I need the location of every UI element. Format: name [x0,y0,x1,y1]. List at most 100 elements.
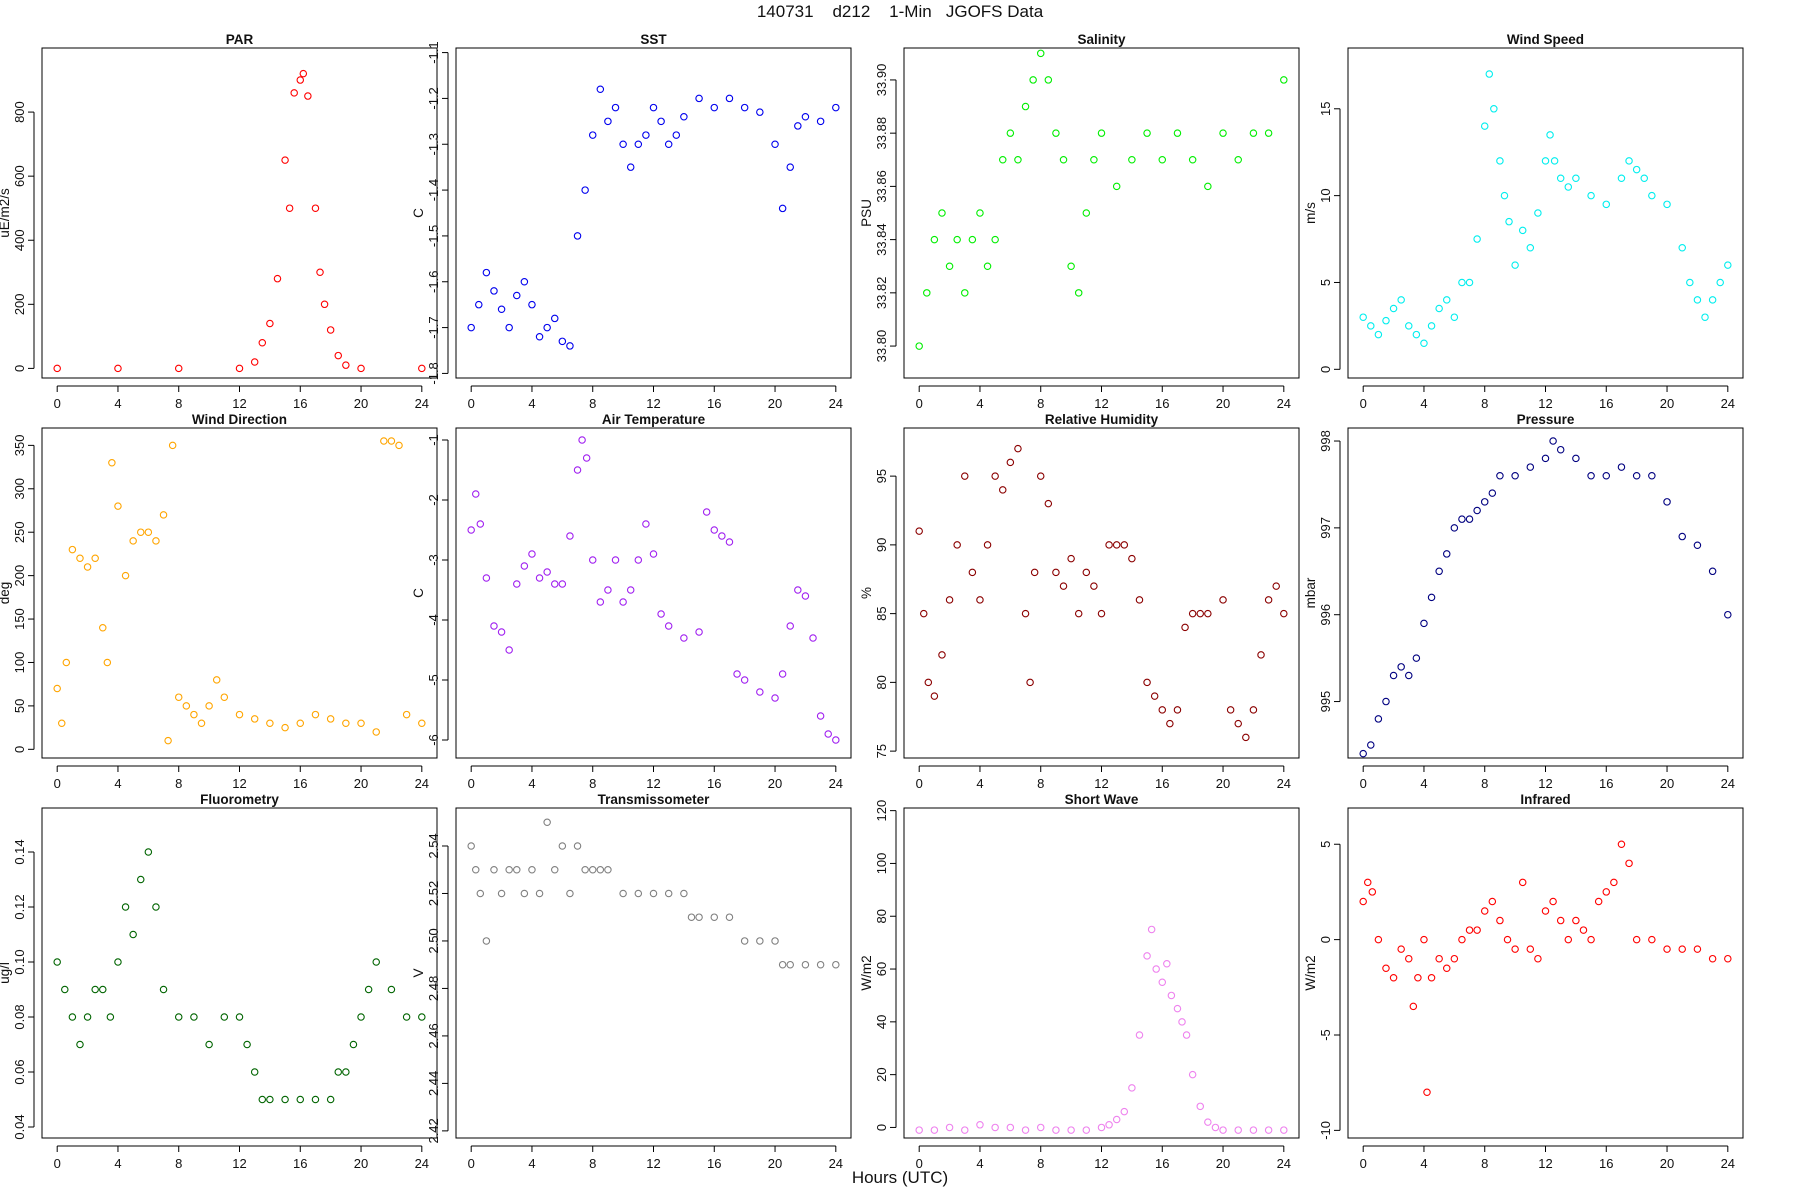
short-wave-point [1143,952,1151,960]
infrared-point [1602,888,1611,896]
relative-humidity-x-tick-label: 16 [1155,776,1169,791]
transmissometer-plot-frame [455,807,852,1139]
air-temperature-point [476,520,485,528]
fluorometry-point [76,1040,84,1049]
relative-humidity-point [924,678,933,687]
pressure-point [1572,454,1580,463]
wind-direction-point [190,710,198,719]
pressure-y-axis-label: mbar [1303,577,1318,608]
wind-direction-y-tick-label: 200 [12,565,27,587]
short-wave-point [1163,960,1171,968]
infrared-point [1549,897,1557,906]
wind-direction-point [402,710,411,719]
relative-humidity-point [938,651,946,659]
salinity-point [930,235,939,244]
infrared-point [1572,916,1580,925]
pressure-point [1678,532,1686,541]
wind-speed-point [1435,304,1443,313]
air-temperature-point [528,550,536,558]
fluorometry-point [243,1040,251,1049]
wind-speed-x-tick-label: 24 [1721,396,1735,411]
short-wave-plot-frame [903,807,1300,1139]
relative-humidity-point [1181,623,1189,632]
sst-x-tick-label: 12 [646,396,660,411]
par-point [334,351,342,360]
fluorometry-point [159,985,168,994]
infrared-point [1724,954,1732,963]
wind-direction-point [235,710,244,719]
salinity-point [1188,156,1197,164]
wind-direction-point [281,723,289,732]
sst-plot-frame [455,47,852,379]
wind-direction-point [357,719,365,728]
sst-point [710,103,719,112]
fluorometry-point [205,1040,213,1049]
wind-speed-x-tick-label: 4 [1420,396,1427,411]
fluorometry-point [137,875,145,884]
relative-humidity-point [1234,719,1242,728]
relative-humidity-point [1242,733,1250,742]
air-temperature-point [520,562,529,570]
pressure-y-tick-label: 996 [1318,604,1333,626]
fluorometry-point [129,930,137,939]
wind-speed-point [1490,105,1498,113]
salinity-point [1204,182,1212,191]
wind-speed-point [1412,330,1421,339]
sst-point [626,163,635,171]
par-point [53,364,61,373]
transmissometer-point [664,889,673,898]
wind-direction-point [57,719,66,728]
transmissometer-y-tick-label: 2.44 [426,1071,441,1096]
short-wave-y-tick-label: 100 [874,853,889,875]
pressure-point [1443,550,1451,558]
short-wave-y-tick-label: 120 [874,800,889,822]
pressure-point [1488,489,1497,497]
pressure-point [1374,715,1383,723]
transmissometer-point [634,889,643,898]
short-wave-point [1211,1123,1220,1132]
air-temperature-x-tick-label: 8 [589,776,596,791]
fluorometry-point [296,1095,305,1104]
air-temperature-point [809,634,817,642]
relative-humidity-point [1026,678,1034,687]
fluorometry-y-tick-label: 0.14 [12,839,27,864]
relative-humidity-point [1166,719,1174,728]
transmissometer-x-tick-label: 4 [528,1156,535,1171]
air-temperature-point [558,580,567,588]
fluorometry-x-tick-label: 4 [114,1156,121,1171]
fluorometry-y-axis-label: ug/l [0,962,12,984]
par-point [326,326,335,334]
wind-speed-point [1587,191,1595,200]
sst-point [771,140,779,149]
par-y-tick-label: 800 [12,101,27,123]
short-wave-point [1082,1126,1091,1134]
air-temperature-point [619,598,627,606]
relative-humidity-point [1226,706,1235,714]
salinity-point [976,209,984,217]
salinity-panel: Salinity 0 4 8 12 16 20 24 33.80 33.82 33.84 33.86 3… [859,32,1300,411]
wind-speed-point [1693,296,1702,304]
relative-humidity-point [983,541,992,549]
relative-humidity-point [1021,609,1030,618]
wind-direction-panel: Wind Direction 0 4 8 12 16 20 24 0 50 100 150 200 250… [0,412,438,791]
par-point [299,69,308,78]
infrared-point [1663,945,1671,953]
sst-point [513,291,521,300]
relative-humidity-point [1204,609,1212,618]
salinity-point [1052,129,1060,137]
fluorometry-point [342,1068,350,1076]
short-wave-point [1052,1126,1060,1134]
par-x-tick-label: 8 [175,396,182,411]
wind-direction-point [68,545,77,554]
sst-y-axis-label: C [411,208,426,218]
short-wave-point [1264,1126,1273,1134]
sst-point [695,94,703,103]
sst-point [680,113,688,121]
wind-speed-point [1511,261,1519,269]
pressure-x-tick-label: 20 [1660,776,1674,791]
short-wave-point [1105,1121,1113,1129]
transmissometer-y-axis-label: V [411,968,426,977]
wind-speed-point [1526,243,1535,252]
infrared-point [1564,935,1573,944]
